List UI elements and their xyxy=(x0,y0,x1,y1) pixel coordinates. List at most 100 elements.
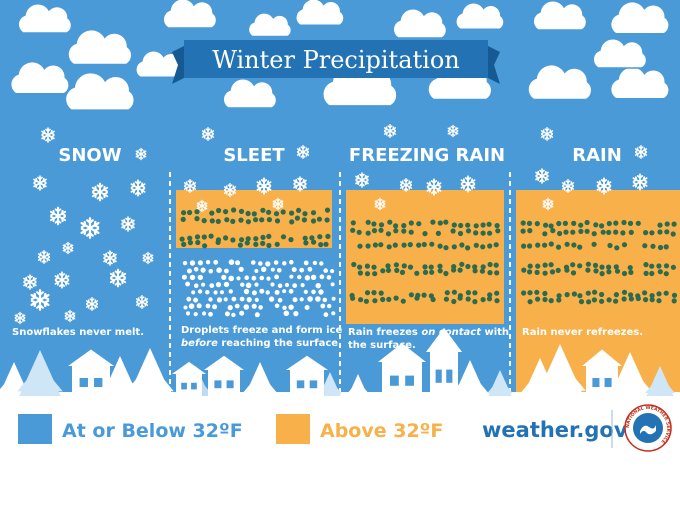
ice-pellet xyxy=(197,274,203,281)
raindrop xyxy=(451,267,457,273)
raindrop xyxy=(316,216,322,222)
raindrop xyxy=(201,218,207,224)
raindrop xyxy=(302,211,308,217)
raindrop xyxy=(493,242,499,248)
ice-pellet xyxy=(303,260,309,266)
raindrop xyxy=(664,221,670,227)
raindrop xyxy=(202,243,208,249)
raindrop xyxy=(599,291,605,298)
column-separators xyxy=(169,172,511,397)
raindrop xyxy=(480,230,486,236)
raindrop xyxy=(527,269,533,275)
raindrop xyxy=(535,263,541,269)
ice-pellet xyxy=(251,275,257,281)
raindrop xyxy=(230,237,236,243)
raindrop xyxy=(429,269,435,275)
raindrop xyxy=(649,297,655,303)
raindrop xyxy=(472,299,478,305)
raindrop xyxy=(180,216,186,222)
ice-pellet xyxy=(323,268,329,273)
ice-pellet xyxy=(228,289,233,294)
raindrop xyxy=(527,290,533,296)
raindrop xyxy=(657,222,663,228)
ice-pellet xyxy=(288,304,294,310)
raindrop xyxy=(443,270,449,277)
raindrop xyxy=(223,209,229,215)
raindrop xyxy=(386,296,392,302)
website-link[interactable]: weather.gov xyxy=(482,418,628,442)
raindrop xyxy=(399,269,406,275)
raindrop xyxy=(570,229,576,235)
raindrop xyxy=(585,290,591,296)
ice-pellet xyxy=(254,297,259,302)
raindrop xyxy=(289,219,295,225)
raindrop xyxy=(649,293,655,299)
ice-pellet xyxy=(259,288,265,294)
raindrop xyxy=(527,228,533,234)
house-icon xyxy=(204,355,244,396)
raindrop xyxy=(230,218,236,224)
raindrop xyxy=(635,295,641,302)
raindrop xyxy=(179,236,185,242)
raindrop xyxy=(194,234,201,240)
raindrop xyxy=(599,271,605,277)
raindrop xyxy=(266,209,272,215)
raindrop xyxy=(194,216,200,222)
ice-pellet xyxy=(228,259,235,266)
raindrop xyxy=(372,298,378,304)
raindrop xyxy=(317,234,323,240)
ice-pellet xyxy=(220,290,224,295)
raindrop xyxy=(245,210,251,217)
raindrop xyxy=(521,267,527,273)
raindrop xyxy=(209,218,215,224)
raindrop xyxy=(635,220,641,226)
raindrop xyxy=(451,244,457,250)
raindrop xyxy=(585,261,592,267)
raindrop xyxy=(459,242,465,248)
ice-pellet xyxy=(224,268,229,274)
raindrop xyxy=(238,208,245,214)
ice-pellet xyxy=(274,274,279,280)
raindrop xyxy=(215,239,221,245)
legend-label-cold: At or Below 32ºF xyxy=(62,420,243,442)
raindrop xyxy=(650,243,656,249)
house-icon xyxy=(582,349,622,396)
ice-pellet xyxy=(213,290,218,295)
raindrop xyxy=(310,218,317,224)
ice-pellet xyxy=(223,281,230,288)
raindrop xyxy=(521,290,527,296)
raindrop xyxy=(385,263,391,269)
ice-pellet xyxy=(311,289,316,295)
raindrop xyxy=(378,222,385,228)
ice-pellet xyxy=(318,289,324,295)
raindrop xyxy=(472,264,478,270)
ice-pellet xyxy=(245,282,252,289)
raindrop xyxy=(260,240,266,246)
raindrop xyxy=(486,296,493,302)
raindrop xyxy=(493,262,499,268)
ice-pellet xyxy=(209,283,215,288)
raindrop xyxy=(556,293,562,299)
raindrop xyxy=(578,299,585,305)
raindrop xyxy=(458,222,464,229)
raindrop xyxy=(480,264,486,270)
raindrop xyxy=(534,221,540,227)
raindrop xyxy=(643,230,649,236)
raindrop xyxy=(237,242,243,248)
ice-pellet xyxy=(193,312,198,317)
ice-pellet xyxy=(251,290,257,296)
raindrop xyxy=(542,262,548,268)
raindrop xyxy=(486,221,492,227)
raindrop xyxy=(585,267,591,273)
ice-pellet xyxy=(231,312,236,318)
raindrop xyxy=(251,211,257,217)
ice-pellet xyxy=(216,267,222,274)
raindrop xyxy=(557,230,563,237)
raindrop xyxy=(430,219,436,225)
legend-swatch-cold xyxy=(18,414,52,444)
caption-sleet: Droplets freeze and form ice before reac… xyxy=(181,325,346,349)
raindrop xyxy=(642,290,648,296)
raindrop xyxy=(437,263,443,269)
raindrop xyxy=(356,229,362,235)
raindrop xyxy=(416,221,422,227)
